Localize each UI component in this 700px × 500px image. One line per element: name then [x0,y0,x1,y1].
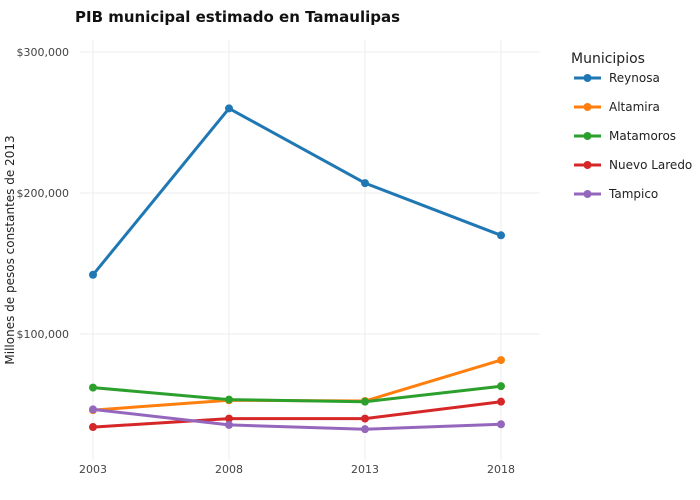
x-axis-ticks: 2003 2008 2013 2018 [79,463,515,476]
series-layer [89,104,505,434]
legend-swatch-marker [583,132,592,140]
y-tick-label: $300,000 [17,46,70,59]
data-point [361,397,369,406]
data-point [225,395,233,404]
data-point [361,414,369,423]
legend-swatch-marker [583,190,592,198]
legend-item[interactable]: Altamira [574,100,660,114]
data-point [89,423,97,432]
data-point [225,420,233,429]
legend-label: Matamoros [609,129,676,143]
data-point [361,179,369,188]
y-axis-ticks: $100,000 $200,000 $300,000 [17,46,70,341]
chart-title: PIB municipal estimado en Tamaulipas [75,8,400,26]
series-reynosa [89,104,505,279]
legend-label: Nuevo Laredo [609,158,692,172]
data-point [497,420,505,429]
y-axis-label: Millones de pesos constantes de 2013 [3,135,17,364]
data-point [225,104,233,113]
series-altamira [89,356,505,415]
x-tick-label: 2013 [351,463,379,476]
series-line [92,400,502,429]
data-point [497,356,505,365]
data-point [89,383,97,392]
data-point [89,405,97,414]
legend-swatch-marker [583,74,592,82]
legend: Municipios Reynosa Altamira Matamoros Nuevo… [571,51,692,201]
legend-label: Altamira [609,100,660,114]
data-point [497,397,505,406]
x-tick-label: 2008 [215,463,243,476]
data-point [225,414,233,423]
x-tick-label: 2003 [79,463,107,476]
legend-swatch-marker [583,161,592,169]
legend-title: Municipios [571,51,645,67]
legend-item[interactable]: Reynosa [574,71,660,85]
series-tampico [89,405,505,434]
data-point [89,270,97,279]
series-nuevo-laredo [89,397,505,432]
data-point [497,231,505,240]
series-line [92,407,502,431]
data-point [497,382,505,391]
series-line [92,384,502,404]
legend-swatch-marker [583,103,592,111]
data-point [361,425,369,434]
legend-item[interactable]: Tampico [574,187,658,201]
x-tick-label: 2018 [487,463,515,476]
legend-item[interactable]: Nuevo Laredo [574,158,692,172]
y-tick-label: $200,000 [17,187,70,200]
grid [80,40,540,460]
legend-label: Tampico [608,187,658,201]
series-line [92,358,502,412]
series-line [91,106,502,276]
legend-item[interactable]: Matamoros [574,129,676,143]
legend-label: Reynosa [609,71,660,85]
y-tick-label: $100,000 [17,328,70,341]
series-matamoros [89,382,505,406]
